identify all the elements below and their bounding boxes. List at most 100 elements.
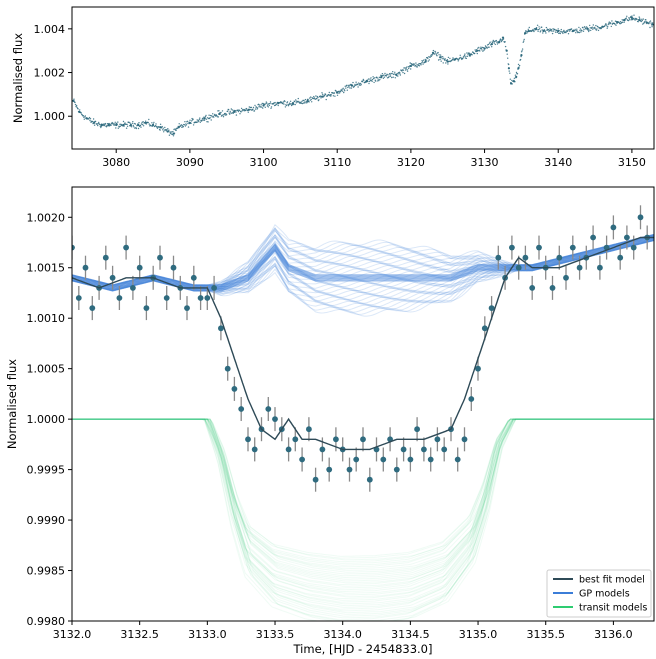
top-data-point [457, 60, 459, 62]
top-data-point [230, 108, 232, 110]
top-data-point [506, 49, 508, 52]
top-data-point [213, 116, 215, 118]
top-data-point [481, 46, 484, 49]
top-data-point [227, 110, 229, 112]
top-data-point [74, 103, 77, 106]
top-data-point [145, 123, 147, 125]
top-data-point [650, 22, 652, 24]
top-x-tick-label: 3140 [544, 156, 572, 169]
top-data-point [172, 135, 175, 137]
top-data-point [528, 30, 530, 33]
top-data-point [514, 74, 517, 76]
top-data-point [491, 46, 493, 48]
top-data-point [482, 50, 484, 52]
top-data-point [352, 81, 354, 84]
observed-point [360, 436, 366, 443]
top-data-point [124, 122, 126, 124]
top-data-point [475, 50, 477, 53]
top-data-point [286, 101, 289, 103]
top-data-point [622, 21, 624, 23]
top-data-point [204, 118, 206, 120]
top-data-point [468, 52, 471, 54]
top-x-tick-label: 3100 [250, 156, 278, 169]
top-data-point [295, 99, 297, 101]
top-data-point [502, 38, 505, 40]
top-data-point [298, 100, 300, 103]
top-data-point [274, 104, 277, 107]
top-data-point [508, 70, 510, 72]
top-data-point [144, 122, 146, 124]
top-data-point [510, 82, 512, 84]
bottom-y-tick-label: 1.0020 [27, 211, 66, 224]
top-data-point [397, 75, 399, 77]
top-data-point [77, 108, 79, 110]
top-data-point [492, 41, 494, 44]
top-data-point [518, 66, 520, 68]
top-data-point [73, 98, 75, 100]
top-data-point [320, 95, 323, 98]
transit-model-line [72, 418, 654, 564]
top-data-point [544, 30, 546, 33]
top-y-tick-label: 1.002 [34, 67, 66, 80]
top-data-point [94, 120, 97, 123]
top-data-point [310, 98, 312, 101]
observed-point [272, 416, 278, 422]
top-data-point [514, 81, 516, 83]
top-data-point [330, 95, 332, 97]
top-data-point [208, 114, 210, 116]
top-data-point [610, 25, 612, 28]
top-data-point [447, 56, 450, 59]
top-data-point [130, 125, 132, 127]
top-data-point [112, 122, 114, 125]
top-data-point [100, 125, 103, 128]
top-data-point [384, 72, 386, 75]
top-data-point [257, 103, 260, 106]
transit-model-line [72, 418, 654, 603]
top-data-point [577, 31, 579, 33]
top-data-point [523, 40, 525, 42]
top-data-point [247, 111, 249, 113]
top-data-point [579, 28, 582, 30]
top-data-point [349, 87, 351, 89]
top-data-point [269, 101, 272, 103]
top-data-point [525, 30, 527, 32]
top-data-point [178, 123, 180, 125]
top-data-point [595, 24, 597, 27]
observed-point [251, 446, 258, 453]
top-data-point [203, 116, 205, 118]
top-data-point [413, 63, 415, 65]
observed-point [299, 456, 305, 463]
top-data-point [507, 67, 510, 70]
top-data-point [434, 51, 437, 53]
top-data-point [183, 124, 185, 126]
top-data-point [638, 16, 640, 18]
top-data-point [595, 29, 598, 31]
top-data-point [159, 123, 162, 126]
top-data-point [321, 92, 323, 94]
top-data-point [490, 43, 492, 46]
top-data-point [72, 99, 75, 102]
top-data-point [344, 85, 346, 88]
top-data-point [134, 123, 137, 125]
top-data-point [565, 31, 567, 34]
top-axes-frame [71, 6, 655, 150]
top-data-point [163, 129, 165, 131]
top-data-point [521, 48, 524, 50]
top-data-point [430, 55, 433, 57]
top-data-point [218, 110, 220, 112]
top-data-point [570, 28, 573, 30]
top-data-point [575, 32, 577, 34]
top-data-point [648, 22, 650, 25]
top-data-point [405, 67, 407, 70]
bottom-x-tick-label: 3136.0 [594, 628, 633, 641]
top-data-point [511, 79, 513, 82]
observed-point [82, 264, 89, 271]
top-data-point [184, 121, 186, 123]
gp-model-line [72, 237, 654, 290]
bottom-y-tick-label: 1.0010 [27, 312, 66, 325]
top-data-point [309, 97, 311, 99]
top-data-point [229, 110, 231, 113]
observed-point [393, 466, 400, 473]
top-data-point [568, 30, 571, 32]
top-data-point [548, 31, 550, 33]
